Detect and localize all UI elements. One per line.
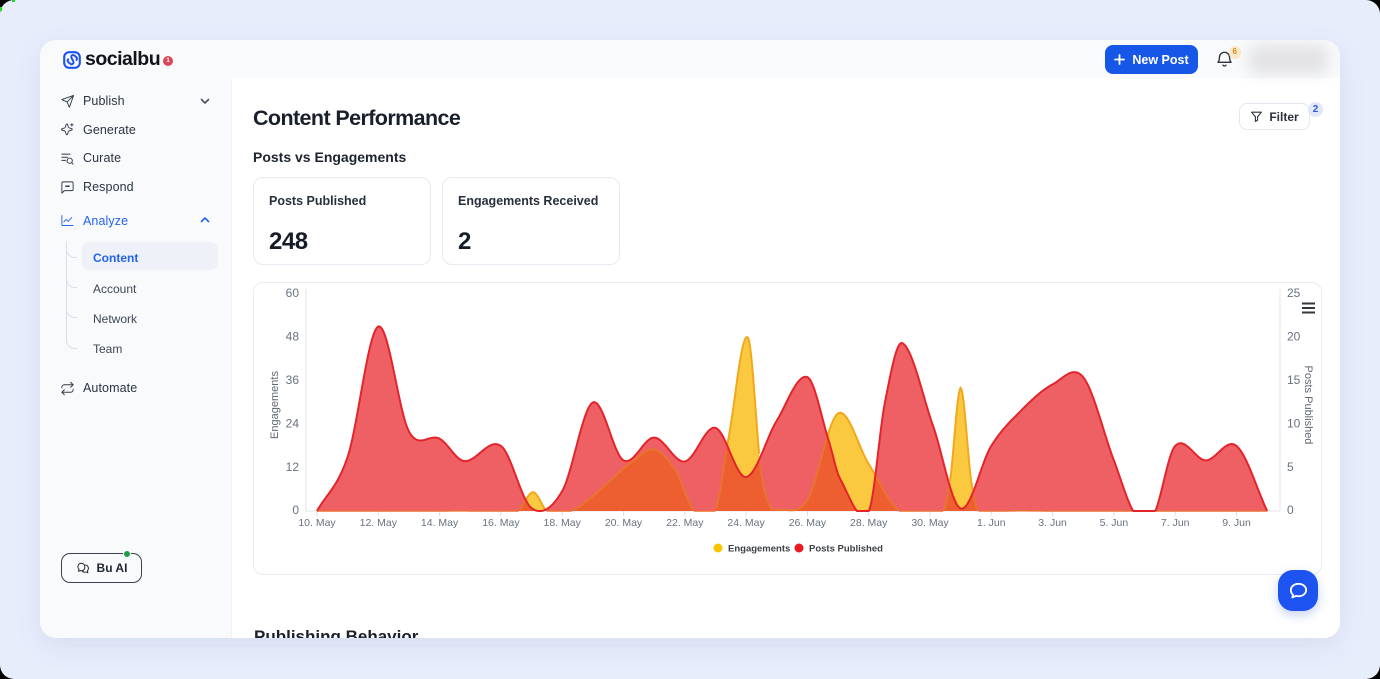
- svg-text:5. Jun: 5. Jun: [1100, 517, 1129, 529]
- svg-text:16. May: 16. May: [482, 517, 520, 529]
- svg-text:26. May: 26. May: [789, 517, 827, 529]
- svg-text:25: 25: [1287, 286, 1301, 300]
- svg-text:60: 60: [286, 286, 300, 300]
- svg-text:18. May: 18. May: [544, 517, 582, 529]
- svg-text:7. Jun: 7. Jun: [1161, 517, 1190, 529]
- svg-text:0: 0: [1287, 503, 1294, 517]
- svg-text:1. Jun: 1. Jun: [977, 517, 1006, 529]
- svg-text:10. May: 10. May: [298, 517, 336, 529]
- svg-text:15: 15: [1287, 373, 1301, 387]
- svg-text:5: 5: [1287, 460, 1294, 474]
- svg-text:14. May: 14. May: [421, 517, 459, 529]
- svg-text:3. Jun: 3. Jun: [1038, 517, 1067, 529]
- svg-text:12. May: 12. May: [360, 517, 398, 529]
- svg-text:12: 12: [286, 460, 300, 474]
- svg-text:48: 48: [286, 330, 300, 344]
- svg-text:20: 20: [1287, 330, 1301, 344]
- svg-text:28. May: 28. May: [850, 517, 888, 529]
- svg-text:20. May: 20. May: [605, 517, 643, 529]
- svg-text:30. May: 30. May: [911, 517, 949, 529]
- svg-text:Engagements: Engagements: [728, 544, 790, 555]
- svg-text:0: 0: [292, 503, 299, 517]
- svg-text:24: 24: [286, 416, 300, 430]
- svg-text:24. May: 24. May: [727, 517, 765, 529]
- svg-text:22. May: 22. May: [666, 517, 704, 529]
- svg-text:9. Jun: 9. Jun: [1222, 517, 1251, 529]
- svg-text:Posts Published: Posts Published: [1302, 366, 1314, 445]
- svg-text:10: 10: [1287, 416, 1301, 430]
- svg-text:36: 36: [286, 373, 300, 387]
- svg-text:Engagements: Engagements: [269, 371, 281, 439]
- svg-text:Posts Published: Posts Published: [809, 544, 883, 555]
